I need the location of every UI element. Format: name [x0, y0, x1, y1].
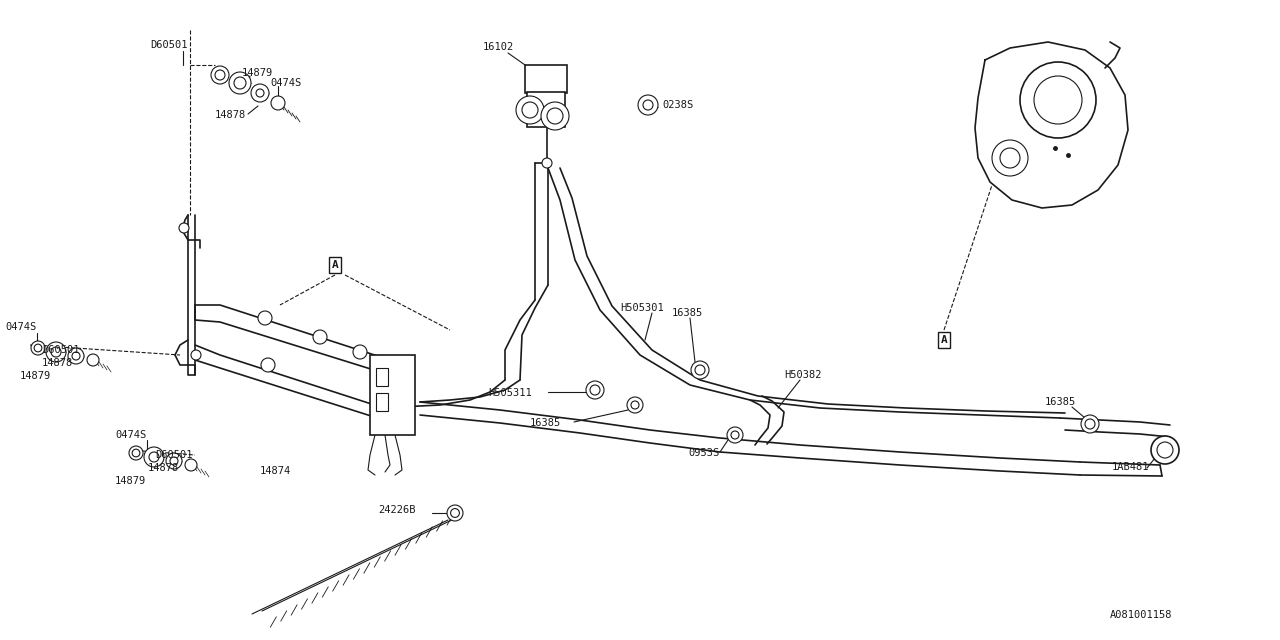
- Bar: [527, 92, 564, 127]
- Circle shape: [148, 452, 159, 462]
- Circle shape: [1000, 148, 1020, 168]
- Text: 14878: 14878: [42, 358, 73, 368]
- Circle shape: [1157, 442, 1172, 458]
- Circle shape: [547, 108, 563, 124]
- Circle shape: [256, 89, 264, 97]
- Circle shape: [215, 70, 225, 80]
- Text: 0474S: 0474S: [115, 430, 146, 440]
- Text: 14878: 14878: [215, 110, 246, 120]
- Bar: [376, 393, 388, 411]
- Bar: [525, 65, 567, 93]
- Circle shape: [261, 358, 275, 372]
- Circle shape: [31, 341, 45, 355]
- Text: 0474S: 0474S: [5, 322, 36, 332]
- Text: 16385: 16385: [672, 308, 703, 318]
- Circle shape: [179, 223, 189, 233]
- Circle shape: [166, 453, 182, 469]
- Text: H50382: H50382: [783, 370, 822, 380]
- Bar: [370, 355, 415, 435]
- Text: 16385: 16385: [1044, 397, 1076, 407]
- Circle shape: [68, 348, 84, 364]
- Text: 24226B: 24226B: [378, 505, 416, 515]
- Text: D60501: D60501: [42, 345, 79, 355]
- Text: 14879: 14879: [242, 68, 273, 78]
- Circle shape: [35, 344, 42, 352]
- Text: H505311: H505311: [488, 388, 531, 398]
- Text: A081001158: A081001158: [1110, 610, 1172, 620]
- Bar: [376, 368, 388, 386]
- Circle shape: [1034, 76, 1082, 124]
- Circle shape: [727, 427, 742, 443]
- Circle shape: [637, 95, 658, 115]
- Circle shape: [522, 102, 538, 118]
- Text: 14878: 14878: [148, 463, 179, 473]
- Text: 14874: 14874: [260, 466, 292, 476]
- Text: 0238S: 0238S: [662, 100, 694, 110]
- Circle shape: [87, 354, 99, 366]
- Text: 16102: 16102: [483, 42, 515, 52]
- Circle shape: [631, 401, 639, 409]
- Circle shape: [1082, 415, 1100, 433]
- Circle shape: [170, 457, 178, 465]
- Text: 14879: 14879: [20, 371, 51, 381]
- Circle shape: [643, 100, 653, 110]
- Circle shape: [691, 361, 709, 379]
- Circle shape: [259, 311, 273, 325]
- Circle shape: [186, 459, 197, 471]
- Circle shape: [353, 345, 367, 359]
- Circle shape: [72, 352, 79, 360]
- Circle shape: [447, 505, 463, 521]
- Circle shape: [51, 347, 61, 357]
- Circle shape: [731, 431, 739, 439]
- Circle shape: [1020, 62, 1096, 138]
- Text: H505301: H505301: [620, 303, 664, 313]
- Circle shape: [191, 350, 201, 360]
- Circle shape: [143, 447, 164, 467]
- Text: D60501: D60501: [155, 450, 192, 460]
- Circle shape: [234, 77, 246, 89]
- Circle shape: [516, 96, 544, 124]
- Circle shape: [211, 66, 229, 84]
- Text: D60501: D60501: [150, 40, 187, 50]
- Circle shape: [1151, 436, 1179, 464]
- Circle shape: [586, 381, 604, 399]
- Text: 16385: 16385: [530, 418, 561, 428]
- Text: 14879: 14879: [115, 476, 146, 486]
- Circle shape: [1085, 419, 1094, 429]
- Circle shape: [451, 509, 460, 517]
- Circle shape: [251, 84, 269, 102]
- Circle shape: [590, 385, 600, 395]
- Circle shape: [541, 102, 570, 130]
- Circle shape: [992, 140, 1028, 176]
- Text: 0474S: 0474S: [270, 78, 301, 88]
- Circle shape: [132, 449, 140, 457]
- Circle shape: [46, 342, 67, 362]
- Circle shape: [229, 72, 251, 94]
- Circle shape: [271, 96, 285, 110]
- Circle shape: [695, 365, 705, 375]
- Text: A: A: [332, 260, 338, 270]
- Circle shape: [627, 397, 643, 413]
- Text: A: A: [941, 335, 947, 345]
- Circle shape: [129, 446, 143, 460]
- Circle shape: [541, 158, 552, 168]
- Text: 0953S: 0953S: [689, 448, 719, 458]
- Circle shape: [314, 330, 326, 344]
- Text: 1AB481: 1AB481: [1112, 462, 1149, 472]
